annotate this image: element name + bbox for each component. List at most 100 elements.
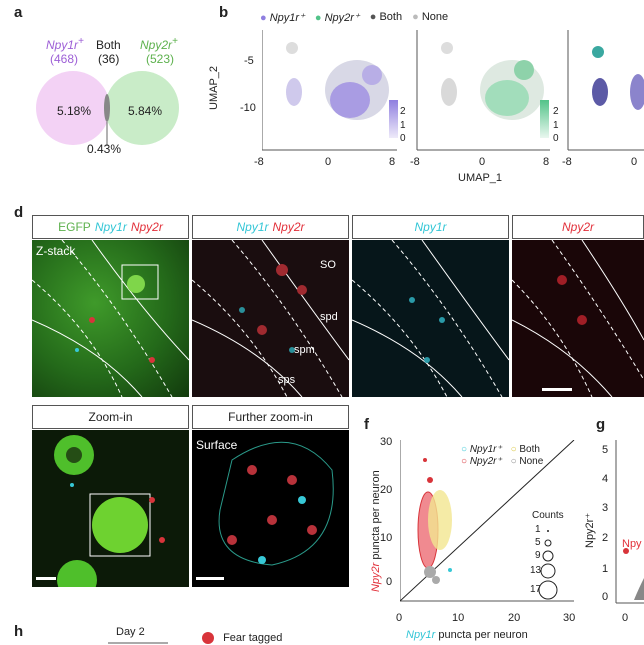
venn-npy2r-title: Npy2r+ xyxy=(140,36,178,52)
venn-circle-npy1r xyxy=(36,71,110,145)
venn-right-pct: 5.84% xyxy=(128,104,163,118)
micrograph-zstack: Z-stack xyxy=(32,240,189,397)
umap-ylabel: UMAP_2 xyxy=(208,65,220,110)
umap2-xtick-c: 8 xyxy=(543,156,550,168)
cb1-tick-2: 2 xyxy=(400,106,406,117)
panel-f-label: f xyxy=(364,416,369,433)
venn-circle-npy2r xyxy=(105,71,179,145)
venn-npy1r-title: Npy1r+ xyxy=(46,36,84,52)
cb1-tick-0: 0 xyxy=(400,133,406,144)
scatter-xtick-0: 0 xyxy=(396,612,403,624)
umap1-xtick-a: -8 xyxy=(254,156,264,168)
panel-d-label: d xyxy=(14,204,24,221)
umap-plots xyxy=(262,30,644,151)
g-xtick-0: 0 xyxy=(622,612,629,624)
micrograph-npy2r xyxy=(512,240,644,397)
venn-left-pct: 5.18% xyxy=(57,104,92,118)
umap3-xtick-a: -8 xyxy=(562,156,572,168)
scatter-points xyxy=(417,458,452,584)
layer-spm: spm xyxy=(294,344,315,356)
umap-xlabel: UMAP_1 xyxy=(458,172,503,184)
scatter-legend-row1: ○ Npy1r⁺ ○ Both xyxy=(461,444,540,455)
scatter-ytick-30: 30 xyxy=(380,436,393,448)
venn-overlap xyxy=(104,94,110,122)
scatter-xtick-10: 10 xyxy=(452,612,465,624)
venn-npy1r-count: (468) xyxy=(50,52,79,66)
scatter-xtick-20: 20 xyxy=(508,612,521,624)
venn-overlap-pct: 0.43% xyxy=(87,142,122,156)
h-day-label: Day 2 xyxy=(116,626,145,638)
cb1-tick-1: 1 xyxy=(400,120,406,131)
counts-title: Counts xyxy=(532,510,564,521)
title-zoom-in: Zoom-in xyxy=(32,405,189,429)
h-legend: Fear tagged xyxy=(202,632,283,645)
g-ytick-3: 3 xyxy=(602,502,609,514)
umap2-xtick-b: 0 xyxy=(479,156,486,168)
title-npy1r: Npy1r xyxy=(352,215,509,239)
scatter-ytick-20: 20 xyxy=(380,484,393,496)
title-further-zoom-in: Further zoom-in xyxy=(192,405,349,429)
title-npy2r: Npy2r xyxy=(512,215,644,239)
counts-9: 9 xyxy=(535,550,541,561)
h-day-bar xyxy=(108,642,168,644)
venn-npy2r-sup: + xyxy=(172,36,178,47)
panel-b-label: b xyxy=(219,4,229,21)
venn-diagram xyxy=(36,71,179,146)
fear-tagged-icon xyxy=(202,632,214,645)
umap2-xtick-a: -8 xyxy=(410,156,420,168)
umap-ytick-10: -10 xyxy=(240,102,256,114)
umap-ytick-5: -5 xyxy=(244,55,254,67)
layer-spd: spd xyxy=(320,311,338,323)
g-ytick-1: 1 xyxy=(602,563,609,575)
umap3-clusters xyxy=(592,46,644,110)
cb2-tick-2: 2 xyxy=(553,106,559,117)
counts-1: 1 xyxy=(535,524,541,535)
g-ytick-5: 5 xyxy=(602,444,609,456)
scatter-legend-row2: ○ Npy2r⁺ ○ None xyxy=(461,456,544,467)
g-ytick-2: 2 xyxy=(602,532,609,544)
micrograph-npy1r-npy2r: SO spd spm sps xyxy=(192,240,349,397)
umap-legend: ● Npy1r⁺ ● Npy2r⁺ ● Both ● None xyxy=(260,11,448,24)
scatter-xlabel: Npy1r puncta per neuron xyxy=(406,629,528,641)
venn-both-title: Both xyxy=(96,38,121,52)
surface-label: Surface xyxy=(196,438,238,452)
legend-both: ● Both xyxy=(369,11,403,23)
g-ytick-0: 0 xyxy=(602,591,609,603)
legend-none: ● None xyxy=(412,11,449,23)
umap1-clusters xyxy=(286,42,389,120)
counts-17: 17 xyxy=(530,584,542,595)
umap2-clusters xyxy=(441,42,544,120)
umap1-xtick-c: 8 xyxy=(389,156,396,168)
panel-a-label: a xyxy=(14,4,23,21)
scatter-xtick-30: 30 xyxy=(563,612,576,624)
scatter-plot xyxy=(400,440,575,602)
title-egfp-npy1r-npy2r: EGFP Npy1r Npy2r xyxy=(32,215,189,239)
venn-both-count: (36) xyxy=(98,52,120,66)
umap3-xtick-b: 0 xyxy=(631,156,638,168)
layer-so: SO xyxy=(320,259,336,271)
cb2-tick-0: 0 xyxy=(553,133,559,144)
g-plot xyxy=(615,440,644,604)
panel-g-label: g xyxy=(596,416,606,433)
scatter-ytick-0: 0 xyxy=(386,576,393,588)
counts-13: 13 xyxy=(530,565,542,576)
cb2-tick-1: 1 xyxy=(553,120,559,131)
h-legend-label: Fear tagged xyxy=(223,632,283,644)
venn-npy2r-name: Npy2r xyxy=(140,38,173,52)
counts-legend-circles xyxy=(538,530,558,600)
legend-npy2r: ● Npy2r⁺ xyxy=(314,12,360,24)
legend-npy1r: ● Npy1r⁺ xyxy=(260,12,305,24)
venn-npy1r-name: Npy1r xyxy=(46,38,79,52)
g-annotation: Npy xyxy=(622,538,642,550)
layer-sps: sps xyxy=(278,374,296,386)
micrograph-npy1r xyxy=(352,240,509,397)
counts-5: 5 xyxy=(535,537,541,548)
g-ylabel: Npy2r⁺ xyxy=(584,512,596,548)
panel-h-label: h xyxy=(14,623,24,640)
umap1-xtick-b: 0 xyxy=(325,156,332,168)
venn-npy1r-sup: + xyxy=(78,36,84,47)
title-npy1r-npy2r: Npy1r Npy2r xyxy=(192,215,349,239)
venn-npy2r-count: (523) xyxy=(146,52,175,66)
zstack-label: Z-stack xyxy=(36,244,76,258)
g-ytick-4: 4 xyxy=(602,473,609,485)
